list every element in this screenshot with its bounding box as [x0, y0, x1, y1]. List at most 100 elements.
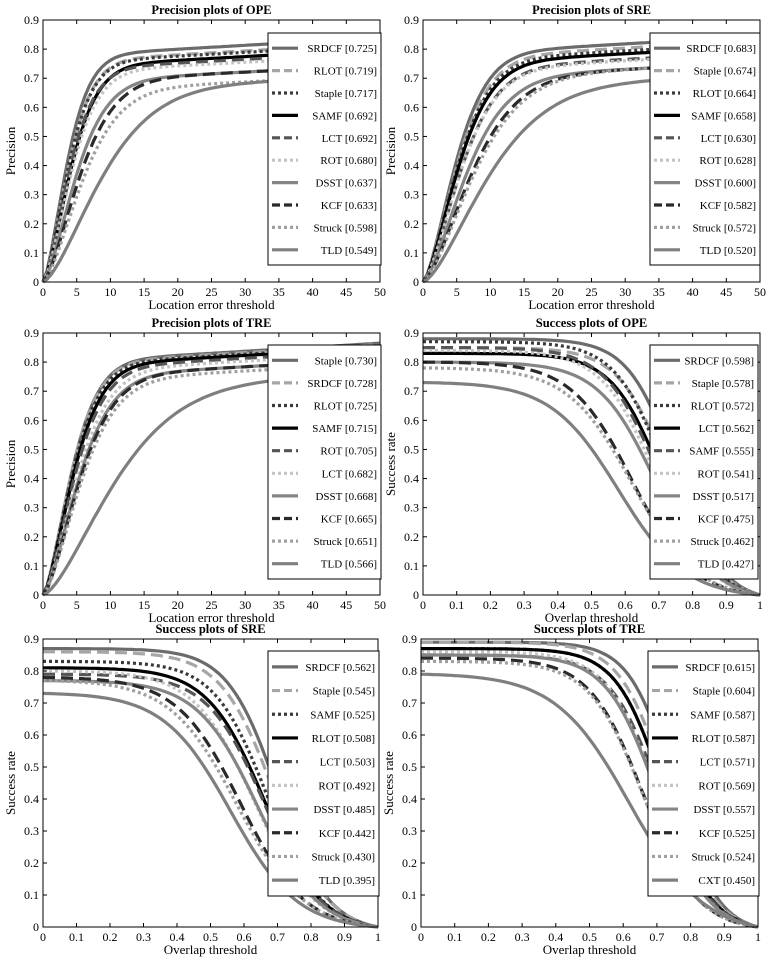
- x-tick-label: 0: [40, 930, 46, 944]
- legend-label: ROT [0.541]: [697, 468, 754, 480]
- y-tick-label: 0.6: [402, 728, 417, 742]
- y-tick-label: 0.2: [402, 856, 417, 870]
- x-tick-label: 0.2: [481, 930, 496, 944]
- legend-label: Struck [0.598]: [313, 222, 377, 234]
- y-tick-label: 0: [413, 275, 419, 289]
- x-tick-label: 20: [172, 285, 184, 299]
- x-tick-label: 35: [653, 285, 665, 299]
- chart-panel-4: 0 0.1 0.2 0.3 0.4 0.5 0.6 0.7 0.8 0.9 1 0 0.1 0.2 0.3 0…: [383, 316, 763, 625]
- y-tick-label: 0: [411, 920, 417, 934]
- legend-label: ROT [0.680]: [320, 155, 377, 167]
- legend-label: LCT [0.692]: [322, 133, 377, 145]
- x-tick-label: 15: [138, 598, 150, 612]
- y-tick-label: 0.7: [24, 696, 39, 710]
- x-tick-label: 0.5: [584, 598, 599, 612]
- x-tick-label: 5: [454, 285, 460, 299]
- legend-label: LCT [0.562]: [699, 423, 754, 435]
- chart-panel-1: 0 5 10 15 20 25 30 35 40 45 50 0 0.1 0.2 0.3 0.4 0.5 0.6 0…: [3, 3, 386, 312]
- x-tick-label: 0.4: [550, 598, 565, 612]
- legend: SRDCF [0.725] RLOT [0.719] Staple [0.717] S…: [267, 32, 382, 266]
- legend: SRDCF [0.598] Staple [0.578] RLOT [0.572] L…: [649, 344, 759, 580]
- y-tick-label: 0.9: [402, 632, 417, 646]
- y-tick-label: 0.6: [404, 413, 419, 427]
- chart-title: Precision plots of OPE: [151, 3, 271, 17]
- chart-title: Precision plots of TRE: [151, 316, 271, 330]
- y-tick-label: 0.8: [404, 355, 419, 369]
- legend-label: SAMF [0.587]: [690, 709, 755, 721]
- y-tick-label: 0: [33, 588, 39, 602]
- y-tick-label: 0.7: [404, 384, 419, 398]
- legend-label: Struck [0.524]: [691, 851, 755, 863]
- y-tick-label: 0.3: [24, 824, 39, 838]
- x-tick-label: 40: [307, 598, 319, 612]
- legend-label: LCT [0.630]: [701, 133, 756, 145]
- y-tick-label: 0.9: [24, 632, 39, 646]
- legend-label: Staple [0.730]: [315, 355, 377, 367]
- y-tick-label: 0.5: [24, 760, 39, 774]
- x-axis-label: Overlap threshold: [543, 942, 637, 957]
- y-tick-label: 0.7: [24, 384, 39, 398]
- legend-label: KCF [0.582]: [700, 200, 756, 212]
- legend-label: RLOT [0.664]: [693, 88, 756, 100]
- x-axis-label: Location error threshold: [148, 610, 275, 625]
- x-tick-label: 10: [104, 598, 116, 612]
- y-tick-label: 0.1: [24, 888, 39, 902]
- x-axis-label: Location error threshold: [148, 297, 275, 312]
- y-tick-label: 0.6: [404, 100, 419, 114]
- x-tick-label: 0.7: [270, 930, 285, 944]
- series-line-3: [41, 43, 381, 283]
- legend-label: Staple [0.578]: [692, 378, 754, 390]
- y-tick-label: 0.6: [24, 100, 39, 114]
- legend-label: Struck [0.651]: [313, 536, 377, 548]
- x-tick-label: 40: [307, 285, 319, 299]
- x-tick-label: 0.9: [717, 930, 732, 944]
- x-tick-label: 0.9: [719, 598, 734, 612]
- x-tick-label: 0.1: [69, 930, 84, 944]
- y-tick-label: 0.4: [402, 792, 417, 806]
- legend: SRDCF [0.615] Staple [0.604] SAMF [0.587] R…: [647, 650, 760, 897]
- legend-label: RLOT [0.719]: [314, 66, 377, 78]
- y-tick-label: 0.2: [24, 856, 39, 870]
- x-tick-label: 0.8: [683, 930, 698, 944]
- y-tick-label: 0.1: [402, 888, 417, 902]
- x-tick-label: 5: [74, 598, 80, 612]
- y-axis-label: Success rate: [383, 432, 398, 496]
- legend-label: Staple [0.717]: [315, 88, 377, 100]
- y-tick-label: 0.3: [24, 188, 39, 202]
- x-tick-label: 0: [420, 285, 426, 299]
- series-line-9: [41, 362, 381, 596]
- y-tick-label: 0.3: [402, 824, 417, 838]
- series-line-10: [420, 672, 759, 929]
- chart-panel-6: 0 0.1 0.2 0.3 0.4 0.5 0.6 0.7 0.8 0.9 1 0 0.1 0.2 0.3 0…: [381, 622, 761, 957]
- y-tick-label: 0.7: [404, 71, 419, 85]
- x-tick-label: 10: [104, 285, 116, 299]
- legend-label: Staple [0.545]: [313, 686, 375, 698]
- legend-label: RLOT [0.587]: [692, 733, 755, 745]
- series-line-6: [43, 669, 379, 929]
- series-line-10: [42, 691, 379, 929]
- chart-title: Success plots of SRE: [155, 622, 265, 636]
- legend-label: Struck [0.572]: [692, 222, 756, 234]
- series-line-8: [42, 675, 379, 929]
- y-tick-label: 0.6: [24, 728, 39, 742]
- y-tick-label: 0.7: [402, 696, 417, 710]
- legend-label: SRDCF [0.725]: [307, 43, 377, 55]
- x-tick-label: 40: [687, 285, 699, 299]
- y-tick-label: 0.1: [24, 559, 39, 573]
- x-tick-label: 0.2: [483, 598, 498, 612]
- legend-label: SAMF [0.715]: [312, 423, 377, 435]
- y-tick-label: 0.9: [24, 326, 39, 340]
- x-tick-label: 50: [374, 598, 386, 612]
- y-tick-label: 0.9: [404, 13, 419, 27]
- x-tick-label: 0.6: [237, 930, 252, 944]
- chart-panel-3: 0 5 10 15 20 25 30 35 40 45 50 0 0.1 0.2 0.3 0.4 0.5 0.6 0…: [3, 316, 386, 625]
- x-tick-label: 0.5: [203, 930, 218, 944]
- y-tick-label: 0.4: [404, 472, 419, 486]
- x-tick-label: 0.8: [304, 930, 319, 944]
- legend-label: Struck [0.430]: [311, 851, 375, 863]
- legend-label: SRDCF [0.728]: [307, 378, 377, 390]
- legend-label: TLD [0.427]: [698, 559, 754, 571]
- x-tick-label: 0: [40, 598, 46, 612]
- legend-label: RLOT [0.572]: [691, 401, 754, 413]
